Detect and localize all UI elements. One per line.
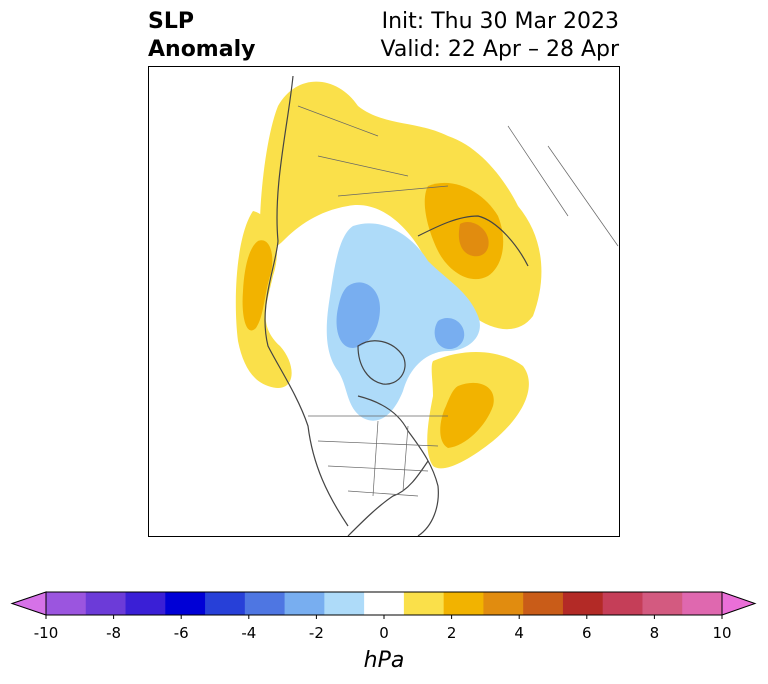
colorbar-extend-low bbox=[10, 591, 47, 616]
colorbar-swatch bbox=[324, 592, 365, 615]
map-title: SLP Anomaly bbox=[148, 8, 255, 64]
colorbar-tick-label: -10 bbox=[34, 624, 59, 642]
colorbar-swatch bbox=[403, 592, 445, 615]
positive-core-atlantic bbox=[440, 382, 494, 448]
colorbar-ticks: -10 -8 -6 -4 -2 0 2 4 6 8 10 bbox=[34, 615, 732, 642]
colorbar-tick-label: 4 bbox=[514, 624, 524, 642]
positive-peak-russia bbox=[458, 221, 489, 257]
colorbar: -10 -8 -6 -4 -2 0 2 4 6 8 10 hPa bbox=[10, 591, 757, 673]
map-frame-border bbox=[148, 66, 620, 537]
colorbar-tick-label: 8 bbox=[650, 624, 660, 642]
colorbar-tick-label: -8 bbox=[106, 624, 121, 642]
forecast-dates: Init: Thu 30 Mar 2023 Valid: 22 Apr – 28… bbox=[381, 8, 620, 64]
colorbar-swatch bbox=[682, 592, 723, 615]
colorbar-tick-label: 6 bbox=[582, 624, 592, 642]
colorbar-swatch bbox=[642, 592, 683, 615]
colorbar-swatch bbox=[284, 592, 325, 615]
colorbar-swatch bbox=[85, 592, 127, 615]
colorbar-swatch bbox=[46, 592, 87, 615]
colorbar-swatch bbox=[364, 592, 405, 615]
negative-core-canada bbox=[434, 318, 465, 350]
title-line-1: SLP bbox=[148, 9, 194, 34]
colorbar-swatch bbox=[443, 592, 484, 615]
colorbar-swatch bbox=[165, 592, 206, 615]
colorbar-tick-label: -4 bbox=[241, 624, 256, 642]
colorbar-swatch bbox=[483, 592, 524, 615]
coastlines bbox=[264, 75, 529, 537]
colorbar-swatch bbox=[523, 592, 564, 615]
colorbar-unit-label: hPa bbox=[364, 648, 405, 673]
negative-core-arctic bbox=[336, 282, 380, 348]
positive-core-pacific bbox=[242, 240, 273, 331]
colorbar-tick-label: 2 bbox=[447, 624, 457, 642]
colorbar-tick-label: 0 bbox=[379, 624, 389, 642]
colorbar-swatches bbox=[10, 591, 757, 616]
valid-range: Valid: 22 Apr – 28 Apr bbox=[380, 37, 620, 62]
colorbar-swatch bbox=[244, 592, 286, 615]
colorbar-tick-label: 10 bbox=[712, 624, 731, 642]
init-date: Init: Thu 30 Mar 2023 bbox=[381, 9, 619, 34]
colorbar-swatch bbox=[205, 592, 246, 615]
slp-anomaly-map bbox=[148, 66, 620, 537]
colorbar-swatch bbox=[562, 592, 604, 615]
political-borders bbox=[297, 105, 619, 497]
colorbar-tick-label: -6 bbox=[174, 624, 189, 642]
colorbar-tick-label: -2 bbox=[309, 624, 324, 642]
title-line-2: Anomaly bbox=[148, 37, 256, 62]
colorbar-extend-high bbox=[721, 591, 757, 616]
colorbar-swatch bbox=[602, 592, 643, 615]
colorbar-swatch bbox=[125, 592, 166, 615]
